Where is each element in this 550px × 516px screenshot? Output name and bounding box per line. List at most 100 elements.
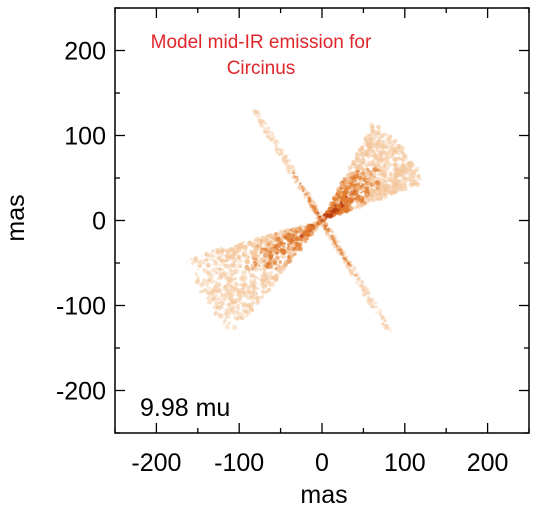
emission-point	[398, 168, 404, 175]
emission-point	[375, 143, 379, 146]
emission-point	[374, 132, 380, 138]
emission-point	[260, 289, 267, 295]
emission-point	[252, 110, 256, 114]
emission-point	[216, 305, 220, 309]
emission-point	[351, 160, 355, 163]
emission-point	[217, 296, 221, 300]
emission-point	[275, 255, 280, 261]
emission-point	[286, 260, 289, 263]
emission-point	[277, 148, 280, 151]
emission-point	[382, 187, 388, 193]
emission-point	[416, 173, 421, 178]
emission-point	[254, 254, 259, 259]
emission-point	[278, 250, 281, 253]
emission-point	[229, 254, 233, 258]
emission-point	[278, 153, 281, 156]
emission-point	[301, 190, 304, 192]
x-tick-label: -200	[131, 449, 181, 477]
emission-point	[336, 198, 339, 201]
emission-point	[288, 246, 293, 250]
emission-point	[224, 287, 229, 291]
emission-point	[324, 232, 328, 236]
emission-point	[380, 133, 386, 139]
emission-point	[218, 275, 223, 280]
emission-point	[223, 249, 226, 252]
emission-point	[357, 148, 361, 152]
emission-point	[396, 146, 399, 149]
emission-point	[204, 253, 208, 257]
emission-point	[243, 244, 249, 250]
emission-point	[229, 254, 235, 259]
emission-point	[380, 139, 385, 144]
emission-point	[211, 287, 217, 293]
emission-point	[235, 304, 238, 307]
emission-point	[223, 284, 227, 288]
emission-point	[257, 119, 261, 123]
emission-point	[388, 171, 393, 177]
emission-point	[371, 300, 374, 303]
emission-point	[239, 294, 243, 298]
emission-point	[393, 164, 396, 167]
emission-point	[329, 209, 332, 212]
emission-point	[260, 294, 265, 299]
emission-point	[355, 280, 359, 285]
emission-point	[377, 172, 381, 176]
emission-point	[383, 320, 386, 323]
emission-point	[255, 292, 258, 295]
emission-point	[250, 272, 256, 278]
emission-point	[381, 316, 384, 320]
emission-point	[366, 143, 372, 149]
emission-point	[264, 274, 268, 278]
emission-point	[357, 279, 360, 282]
emission-point	[342, 184, 348, 190]
emission-point	[355, 273, 359, 277]
emission-point	[228, 268, 233, 273]
emission-point	[257, 243, 262, 248]
emission-point	[394, 168, 401, 175]
emission-point	[214, 288, 220, 294]
emission-point	[392, 179, 398, 185]
emission-point	[195, 273, 199, 277]
emission-point	[413, 180, 418, 185]
emission-point	[405, 176, 410, 182]
emission-point	[231, 255, 236, 260]
emission-point	[281, 244, 287, 250]
emission-point	[408, 161, 411, 164]
emission-point	[388, 134, 393, 139]
emission-point	[207, 295, 213, 301]
emission-point	[225, 259, 228, 263]
emission-point	[201, 282, 205, 286]
emission-point	[286, 258, 293, 264]
emission-point	[217, 287, 222, 292]
emission-point	[387, 179, 390, 183]
emission-point	[224, 307, 230, 313]
emission-point	[199, 265, 202, 268]
emission-point	[346, 266, 350, 270]
emission-point	[238, 283, 243, 287]
emission-point	[376, 131, 381, 136]
emission-point	[399, 186, 404, 191]
emission-point	[235, 286, 238, 289]
emission-point	[359, 187, 363, 192]
emission-point	[207, 278, 212, 283]
emission-point	[186, 260, 189, 263]
emission-point	[199, 264, 203, 268]
emission-point	[218, 298, 222, 301]
emission-point	[363, 288, 367, 293]
emission-point	[376, 124, 381, 130]
emission-point	[338, 245, 341, 249]
emission-point	[230, 301, 234, 304]
emission-point	[219, 249, 224, 254]
emission-point	[378, 155, 383, 160]
emission-point	[229, 305, 235, 311]
emission-point	[268, 135, 272, 139]
emission-point	[346, 172, 352, 178]
emission-point	[282, 157, 286, 161]
emission-point	[229, 273, 234, 278]
emission-point	[228, 285, 233, 290]
emission-point	[374, 141, 377, 145]
emission-point	[350, 271, 353, 274]
emission-point	[411, 163, 414, 167]
emission-point	[233, 287, 237, 291]
emission-point	[372, 183, 376, 186]
